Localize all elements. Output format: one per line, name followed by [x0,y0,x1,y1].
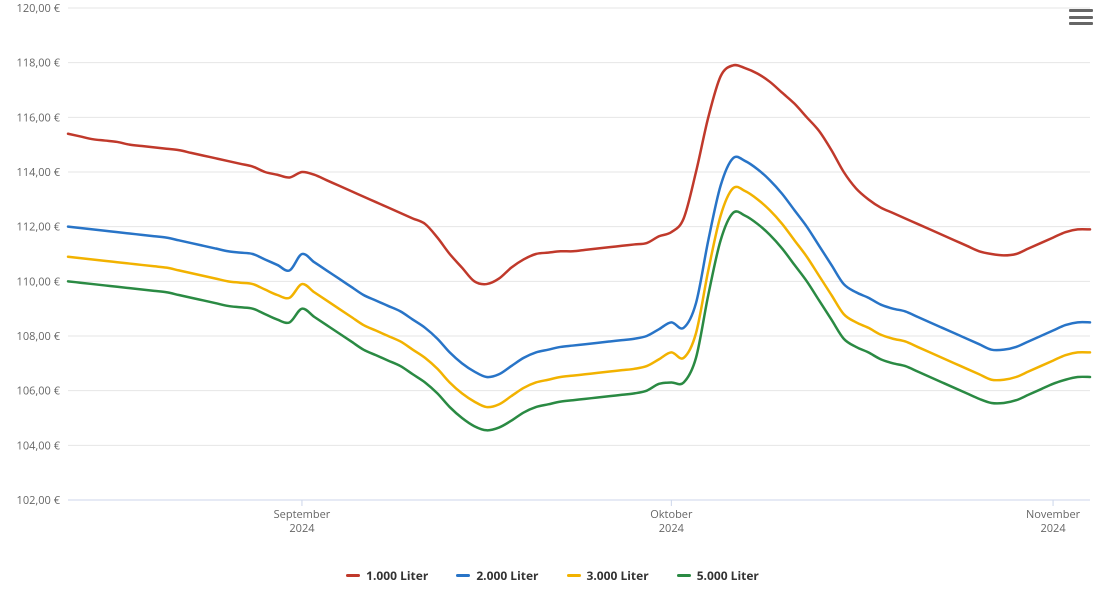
svg-text:114,00 €: 114,00 € [17,165,61,180]
legend-label: 1.000 Liter [366,567,428,584]
legend-item[interactable]: 3.000 Liter [567,567,649,584]
chart-legend: 1.000 Liter 2.000 Liter 3.000 Liter 5.000 L… [0,567,1105,584]
series-line [68,65,1090,284]
legend-item[interactable]: 1.000 Liter [346,567,428,584]
svg-text:September: September [274,507,331,522]
legend-label: 2.000 Liter [476,567,538,584]
svg-text:106,00 €: 106,00 € [17,384,61,399]
legend-label: 3.000 Liter [587,567,649,584]
legend-swatch [346,574,360,577]
svg-text:120,00 €: 120,00 € [17,1,61,16]
svg-text:Oktober: Oktober [650,507,693,522]
legend-label: 5.000 Liter [697,567,759,584]
svg-text:110,00 €: 110,00 € [17,274,61,289]
svg-text:2024: 2024 [289,521,315,536]
price-chart: 102,00 € 104,00 € 106,00 € 108,00 € 110,00 €… [0,0,1105,602]
svg-text:108,00 €: 108,00 € [17,329,61,344]
chart-plot-area: 102,00 € 104,00 € 106,00 € 108,00 € 110,00 €… [0,0,1105,542]
svg-text:2024: 2024 [659,521,685,536]
svg-text:118,00 €: 118,00 € [17,56,61,71]
legend-item[interactable]: 2.000 Liter [456,567,538,584]
series-line [68,157,1090,377]
svg-text:102,00 €: 102,00 € [17,493,61,508]
svg-text:104,00 €: 104,00 € [17,438,61,453]
legend-swatch [456,574,470,577]
legend-item[interactable]: 5.000 Liter [677,567,759,584]
svg-text:2024: 2024 [1040,521,1066,536]
legend-swatch [567,574,581,577]
series-line [68,211,1090,430]
chart-menu-icon[interactable] [1069,6,1093,28]
legend-swatch [677,574,691,577]
svg-text:116,00 €: 116,00 € [17,110,61,125]
series-line [68,187,1090,407]
svg-text:November: November [1026,507,1081,522]
svg-text:112,00 €: 112,00 € [17,220,61,235]
